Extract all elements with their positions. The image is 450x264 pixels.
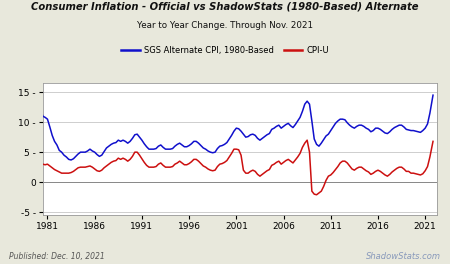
- Text: Published: Dec. 10, 2021: Published: Dec. 10, 2021: [9, 252, 105, 261]
- Text: Year to Year Change. Through Nov. 2021: Year to Year Change. Through Nov. 2021: [137, 21, 313, 30]
- Text: ShadowStats.com: ShadowStats.com: [366, 252, 441, 261]
- Text: Consumer Inflation - Official vs ShadowStats (1980-Based) Alternate: Consumer Inflation - Official vs ShadowS…: [31, 1, 419, 11]
- Legend: SGS Alternate CPI, 1980-Based, CPI-U: SGS Alternate CPI, 1980-Based, CPI-U: [118, 43, 332, 58]
